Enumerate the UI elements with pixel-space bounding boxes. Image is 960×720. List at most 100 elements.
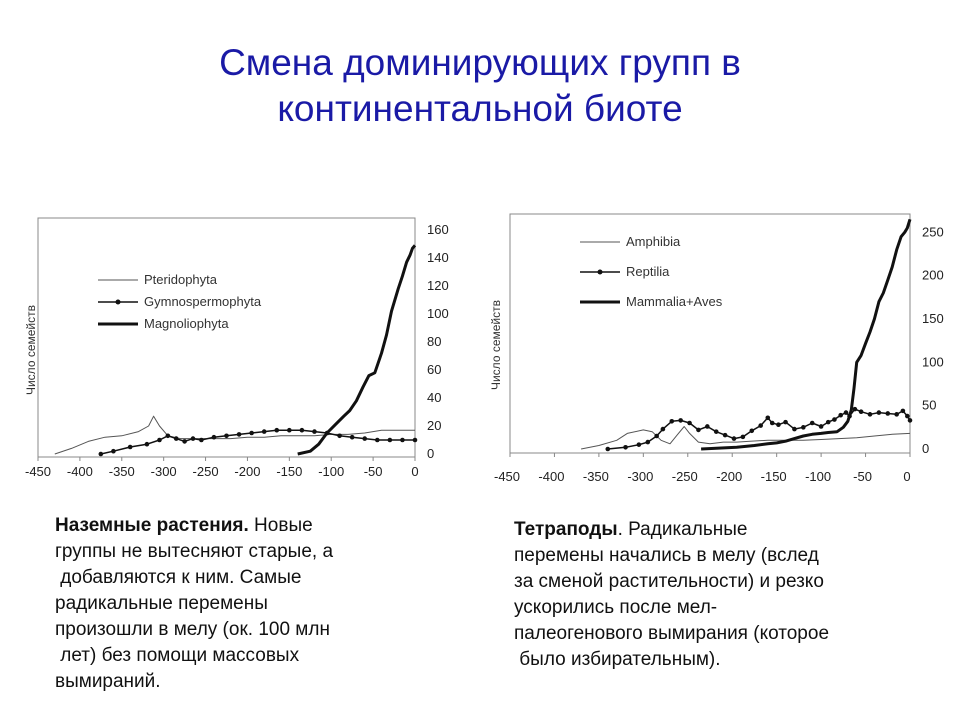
data-point xyxy=(660,426,666,432)
y-axis-label: Число семейств xyxy=(24,305,38,395)
data-point xyxy=(900,408,906,414)
y-tick-label: 250 xyxy=(922,224,944,239)
legend-label: Pteridophyta xyxy=(144,272,218,287)
data-point xyxy=(696,427,701,433)
y-tick-label: 0 xyxy=(922,441,929,456)
data-point xyxy=(199,437,204,443)
y-tick-label: 100 xyxy=(427,306,449,321)
caption-tetrapods-lead: Тетраподы xyxy=(514,519,618,540)
data-point xyxy=(765,415,771,421)
data-point xyxy=(722,432,728,438)
series-line xyxy=(581,426,911,450)
x-tick-label: -300 xyxy=(627,469,653,484)
data-point xyxy=(792,426,797,432)
series-line xyxy=(297,244,417,456)
caption-tetrapods-line: за сменой растительности) и резко xyxy=(514,571,824,592)
data-point xyxy=(801,425,806,430)
caption-tetrapods: Тетраподы. Радикальные перемены начались… xyxy=(514,517,934,673)
y-tick-label: 0 xyxy=(427,446,434,461)
data-point xyxy=(337,433,342,439)
data-point xyxy=(809,420,815,426)
data-point xyxy=(678,418,683,423)
caption-plants-line: произошли в мелу (ок. 100 млн xyxy=(55,619,330,640)
legend-label: Amphibia xyxy=(626,234,681,249)
series-line xyxy=(607,408,911,450)
caption-tetrapods-line: перемены начались в мелу (вслед xyxy=(514,545,819,566)
data-point xyxy=(894,412,899,417)
data-point xyxy=(905,413,910,419)
x-tick-label: -400 xyxy=(67,464,93,479)
data-point xyxy=(838,412,843,418)
title-line-2: континентальной биоте xyxy=(277,88,683,129)
data-point xyxy=(111,448,116,454)
caption-plants-line: радикальные перемены xyxy=(55,593,268,614)
y-tick-label: 40 xyxy=(427,390,441,405)
data-point xyxy=(852,406,858,412)
caption-tetrapods-line: ускорились после мел- xyxy=(514,597,718,618)
data-point xyxy=(236,432,242,437)
x-tick-label: -250 xyxy=(672,469,698,484)
x-tick-label: -50 xyxy=(364,464,383,479)
data-point xyxy=(249,430,254,436)
caption-tetrapods-line: было избирательным). xyxy=(514,649,721,670)
legend-label: Mammalia+Aves xyxy=(626,294,723,309)
data-point xyxy=(157,437,162,443)
caption-tetrapods-line: палеогенового вымирания (которое xyxy=(514,623,830,644)
x-tick-label: -50 xyxy=(853,469,872,484)
x-tick-label: -150 xyxy=(761,469,787,484)
x-tick-label: -150 xyxy=(276,464,302,479)
caption-plants-line: лет) без помощи массовых xyxy=(55,645,300,666)
data-point xyxy=(299,427,305,433)
x-tick-label: -350 xyxy=(109,464,135,479)
caption-plants: Наземные растения. Новые группы не вытес… xyxy=(55,513,425,695)
caption-plants-line: группы не вытесняют старые, а xyxy=(55,541,334,562)
data-point xyxy=(623,444,628,450)
data-point xyxy=(144,441,150,447)
data-point xyxy=(349,434,355,440)
y-tick-label: 120 xyxy=(427,278,449,293)
y-tick-label: 160 xyxy=(427,222,449,237)
series-line xyxy=(701,218,912,451)
data-point xyxy=(261,429,267,434)
data-point xyxy=(211,434,217,440)
data-point xyxy=(776,422,781,428)
caption-plants-line: добавляются к ним. Самые xyxy=(55,567,302,588)
data-point xyxy=(127,444,133,450)
x-tick-label: -200 xyxy=(716,469,742,484)
data-point xyxy=(654,433,659,439)
x-tick-label: 0 xyxy=(411,464,418,479)
caption-plants-line: вымираний. xyxy=(55,671,161,692)
data-point xyxy=(858,409,864,415)
legend-marker xyxy=(597,269,603,275)
data-point xyxy=(818,424,824,429)
data-point xyxy=(749,428,755,434)
data-point xyxy=(713,429,719,434)
data-point xyxy=(182,439,187,444)
data-point xyxy=(387,437,393,443)
x-tick-label: 0 xyxy=(903,469,910,484)
legend-label: Magnoliophyta xyxy=(144,316,229,331)
data-point xyxy=(705,424,710,429)
legend-label: Gymnospermophyta xyxy=(144,294,262,309)
data-point xyxy=(362,436,368,441)
x-tick-label: -100 xyxy=(318,464,344,479)
x-tick-label: -200 xyxy=(234,464,260,479)
x-tick-label: -450 xyxy=(25,464,51,479)
data-point xyxy=(825,419,831,425)
y-tick-label: 200 xyxy=(922,268,944,283)
title-line-1: Смена доминирующих групп в xyxy=(219,42,741,83)
data-point xyxy=(687,420,692,426)
x-tick-label: -450 xyxy=(494,469,520,484)
x-tick-label: -400 xyxy=(538,469,564,484)
y-tick-label: 50 xyxy=(922,398,936,413)
y-tick-label: 60 xyxy=(427,362,441,377)
data-point xyxy=(832,417,837,422)
data-point xyxy=(636,442,642,447)
x-tick-label: -250 xyxy=(193,464,219,479)
data-point xyxy=(287,427,292,433)
data-point xyxy=(165,433,171,439)
y-tick-label: 150 xyxy=(922,311,944,326)
data-point xyxy=(412,437,418,443)
data-point xyxy=(190,436,196,441)
